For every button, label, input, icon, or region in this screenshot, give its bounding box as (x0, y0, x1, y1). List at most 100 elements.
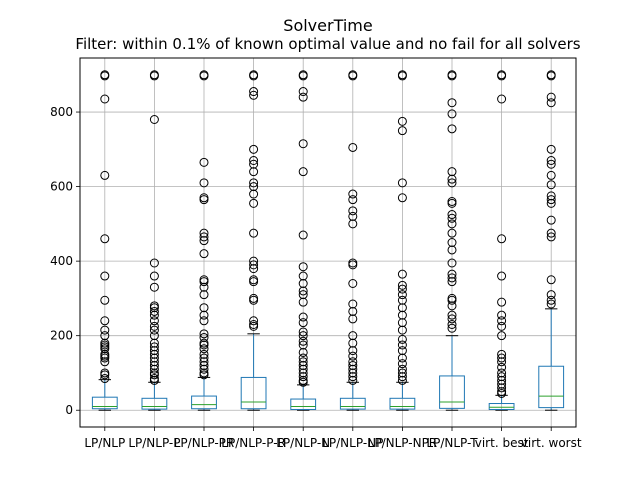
x-tick-label: LP/NLP-NPR (368, 436, 437, 450)
outlier-point (348, 331, 358, 341)
box-group (240, 70, 267, 411)
outlier-point (249, 156, 259, 165)
outlier-point (447, 228, 457, 238)
box-group (339, 70, 366, 411)
outlier-point (546, 170, 556, 180)
outlier-point (149, 331, 159, 341)
outlier-point (149, 325, 159, 335)
outlier-point (397, 116, 407, 126)
outlier-point (348, 206, 358, 216)
outlier-point (149, 364, 159, 374)
outlier-point (497, 321, 507, 331)
outlier-point (199, 275, 209, 285)
x-tick-label: LP/NLP-P (128, 436, 180, 450)
outlier-point (348, 346, 358, 356)
outlier-point (100, 234, 110, 244)
box-group (488, 70, 515, 411)
outlier-point (199, 193, 209, 203)
outlier-point (298, 331, 308, 341)
outlier-point (298, 312, 308, 322)
outlier-point (497, 372, 507, 382)
outlier-point (397, 340, 407, 350)
outlier-point (100, 316, 110, 326)
outlier-point (298, 230, 308, 240)
outlier-point (149, 353, 159, 363)
outlier-point (348, 351, 358, 361)
outlier-point (100, 374, 110, 384)
outlier-point (298, 318, 308, 328)
outlier-point (546, 215, 556, 225)
outlier-point (199, 357, 209, 367)
chart-title: SolverTime (283, 16, 372, 35)
outlier-point (397, 126, 407, 136)
outlier-point (497, 368, 507, 378)
outlier-point (298, 340, 308, 350)
outlier-point (100, 170, 110, 180)
outlier-point (546, 232, 556, 242)
outlier-point (397, 359, 407, 369)
outlier-point (447, 273, 457, 283)
outlier-point (249, 87, 259, 97)
outlier-point (249, 198, 259, 208)
outlier-point (397, 295, 407, 305)
outlier-point (447, 219, 457, 229)
outlier-point (348, 368, 358, 378)
outlier-point (546, 98, 556, 108)
outlier-point (497, 297, 507, 307)
outlier-point (546, 70, 556, 80)
outlier-point (447, 238, 457, 247)
outlier-point (497, 349, 507, 359)
outlier-point (149, 306, 159, 316)
box-group (141, 70, 168, 411)
x-tick-label: LP/NLP (84, 436, 125, 450)
box-series (91, 70, 565, 411)
outlier-point (100, 331, 110, 341)
box-body (488, 403, 515, 410)
outlier-point (546, 228, 556, 238)
outlier-point (397, 334, 407, 344)
outlier-point (298, 286, 308, 296)
outlier-point (348, 314, 358, 324)
outlier-point (249, 182, 259, 192)
outlier-point (447, 293, 457, 303)
x-tick-label: LP/NLP-P-R (221, 436, 286, 450)
outlier-point (348, 70, 358, 80)
outlier-point (298, 368, 308, 378)
outlier-point (348, 375, 358, 385)
y-tick-label: 0 (65, 403, 73, 417)
outlier-point (348, 142, 358, 152)
outlier-point (397, 310, 407, 320)
outlier-point (100, 357, 110, 367)
outlier-point (249, 256, 259, 266)
outlier-point (298, 271, 308, 281)
outlier-point (348, 211, 358, 221)
outlier-point (298, 347, 308, 357)
outlier-point (447, 178, 457, 188)
outlier-point (298, 290, 308, 300)
outlier-point (348, 189, 358, 199)
outlier-point (348, 279, 358, 288)
outlier-point (249, 189, 259, 199)
outlier-point (397, 368, 407, 378)
box-group (538, 70, 565, 411)
outlier-point (149, 282, 159, 292)
outlier-point (149, 301, 159, 311)
outlier-point (497, 310, 507, 320)
outlier-point (497, 331, 507, 341)
outlier-point (397, 364, 407, 374)
outlier-point (497, 383, 507, 393)
outlier-point (497, 362, 507, 372)
outlier-point (348, 357, 358, 367)
outlier-point (249, 70, 259, 80)
outlier-point (249, 167, 259, 177)
outlier-point (199, 249, 209, 259)
outlier-point (199, 310, 209, 320)
outlier-point (199, 290, 209, 300)
outlier-point (298, 336, 308, 346)
box-body (339, 397, 366, 410)
outlier-point (249, 159, 259, 169)
outlier-point (149, 310, 159, 320)
outlier-point (149, 70, 159, 80)
outlier-point (348, 195, 358, 205)
